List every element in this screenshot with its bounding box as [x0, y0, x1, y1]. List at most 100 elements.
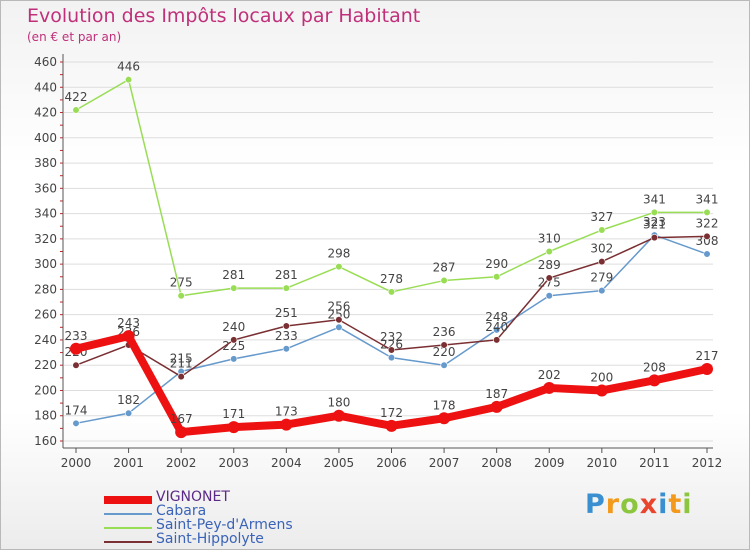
x-tick-label: 2000 — [61, 456, 92, 470]
data-label: 243 — [117, 316, 140, 330]
x-tick-label: 2001 — [113, 456, 144, 470]
x-tick-label: 2006 — [376, 456, 407, 470]
data-point — [124, 76, 133, 84]
data-label: 341 — [643, 192, 666, 206]
data-point — [701, 362, 713, 375]
data-label: 250 — [327, 307, 350, 321]
data-point — [598, 226, 606, 234]
x-tick-label: 2002 — [166, 456, 197, 470]
data-label: 298 — [327, 247, 350, 261]
data-point — [543, 381, 556, 394]
legend-label: Cabara — [156, 503, 207, 519]
x-tick-label: 2012 — [692, 456, 723, 470]
data-label: 187 — [485, 387, 508, 401]
legend-swatch — [104, 513, 152, 515]
data-point — [124, 409, 133, 417]
data-point — [387, 346, 396, 354]
logo-letter: x — [639, 489, 659, 520]
data-label: 173 — [275, 405, 298, 419]
data-point — [493, 326, 501, 334]
data-label: 290 — [485, 257, 508, 271]
data-label: 174 — [65, 403, 88, 417]
data-label: 208 — [643, 360, 666, 374]
y-tick-label: 220 — [34, 358, 57, 372]
data-point — [230, 284, 238, 292]
x-tick-label: 2003 — [218, 456, 249, 470]
y-tick-label: 160 — [34, 434, 57, 448]
legend-swatch — [104, 541, 152, 543]
legend-label: VIGNONET — [156, 489, 230, 505]
data-point — [703, 208, 711, 216]
y-tick-label: 460 — [34, 55, 57, 69]
y-tick-label: 300 — [34, 257, 57, 271]
data-point — [545, 274, 553, 282]
data-point — [703, 232, 711, 240]
y-tick-label: 320 — [34, 232, 57, 246]
data-point — [440, 361, 448, 369]
logo-letter: o — [620, 489, 640, 520]
x-tick-label: 2005 — [324, 456, 355, 470]
data-label: 302 — [590, 242, 613, 256]
data-label: 422 — [65, 90, 88, 104]
data-point — [282, 284, 290, 292]
legend-label: Saint-Pey-d'Armens — [156, 517, 293, 533]
data-point — [230, 355, 238, 363]
data-point — [70, 342, 82, 355]
data-label: 275 — [538, 276, 561, 290]
logo-letter: P — [585, 489, 606, 520]
data-label: 225 — [222, 339, 245, 353]
logo-letter: r — [605, 489, 621, 520]
data-label: 233 — [275, 329, 298, 343]
data-label: 226 — [380, 338, 403, 352]
x-tick-label: 2007 — [429, 456, 460, 470]
data-label: 202 — [538, 368, 561, 382]
data-point — [387, 288, 396, 296]
data-label: 322 — [696, 216, 719, 230]
data-label: 446 — [117, 60, 140, 74]
x-tick-label: 2010 — [587, 456, 618, 470]
y-tick-label: 380 — [34, 156, 57, 170]
data-label: 167 — [170, 412, 193, 426]
legend-item: Saint-Hippolyte — [104, 531, 264, 549]
y-tick-label: 360 — [34, 181, 57, 195]
legend-swatch — [104, 496, 152, 504]
y-tick-label: 280 — [34, 282, 57, 296]
data-point — [598, 258, 606, 266]
data-label: 281 — [275, 268, 298, 282]
legend-item: VIGNONET — [104, 489, 230, 507]
data-label: 256 — [327, 300, 350, 314]
x-tick-label: 2008 — [481, 456, 512, 470]
data-point — [440, 341, 448, 349]
x-tick-label: 2011 — [639, 456, 670, 470]
data-label: 341 — [696, 192, 719, 206]
chart-subtitle: (en € et par an) — [27, 30, 122, 44]
data-label: 279 — [590, 271, 613, 285]
data-point — [703, 250, 711, 258]
data-label: 178 — [433, 398, 456, 412]
data-label: 289 — [538, 258, 561, 272]
data-label: 281 — [222, 268, 245, 282]
data-point — [598, 287, 606, 295]
data-point — [545, 292, 553, 300]
data-point — [332, 409, 345, 422]
data-label: 321 — [643, 218, 666, 232]
data-point — [387, 354, 396, 362]
legend-item: Cabara — [104, 503, 206, 521]
legend-swatch — [104, 527, 152, 529]
data-point — [177, 292, 185, 300]
data-point — [282, 322, 290, 330]
data-label: 217 — [696, 349, 719, 363]
data-label: 287 — [433, 261, 456, 275]
data-label: 171 — [222, 407, 245, 421]
logo-letter: i — [682, 489, 693, 520]
y-tick-label: 440 — [34, 80, 57, 94]
data-label: 278 — [380, 272, 403, 286]
data-label: 240 — [222, 320, 245, 334]
data-point — [335, 263, 343, 271]
data-label: 200 — [590, 370, 613, 384]
data-label: 220 — [433, 345, 456, 359]
data-point — [595, 384, 608, 397]
data-label: 248 — [485, 310, 508, 324]
data-point — [280, 418, 293, 431]
x-tick-label: 2009 — [534, 456, 565, 470]
